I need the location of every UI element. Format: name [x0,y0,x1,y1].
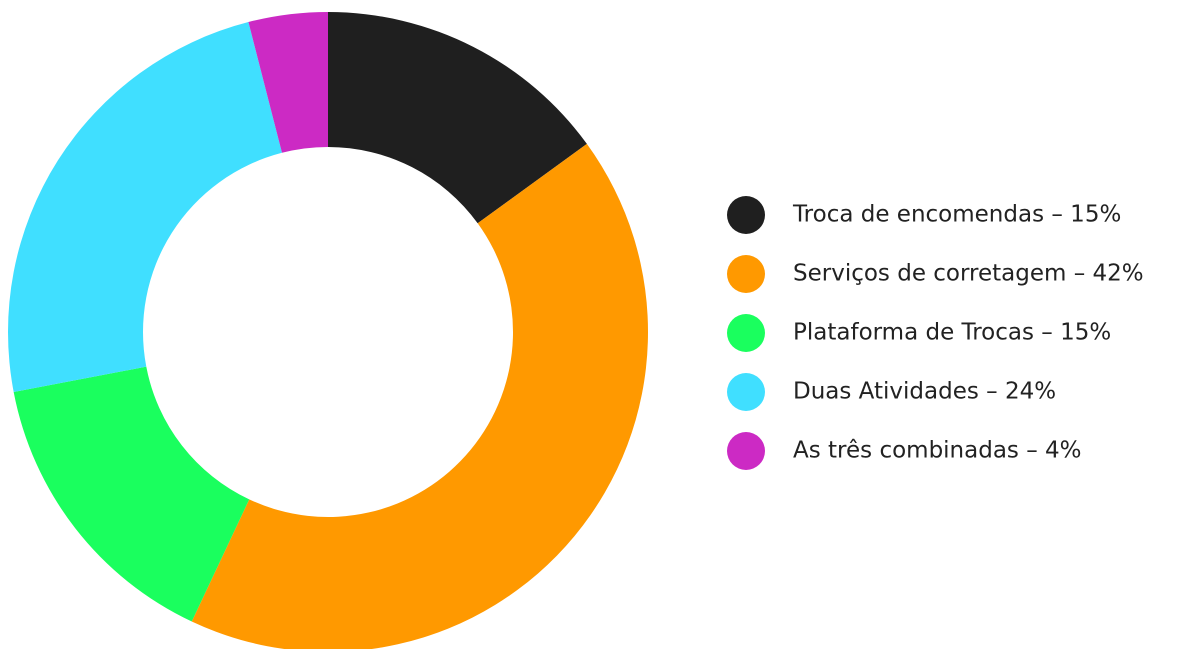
slice [248,12,328,153]
legend-label: Duas Atividades – 24% [793,379,1056,405]
slice [328,12,587,224]
legend-swatch [727,255,765,293]
legend-label: As três combinadas – 4% [793,438,1082,464]
legend-label: Troca de encomendas – 15% [792,202,1121,228]
slice [191,143,648,649]
legend-swatch [727,314,765,352]
slice [7,22,282,392]
legend-label: Serviços de corretagem – 42% [793,261,1144,287]
legend-swatch [727,196,765,234]
slice [13,366,250,622]
legend-swatch [727,373,765,411]
legend-label: Plataforma de Trocas – 15% [793,320,1111,346]
legend-swatch [727,432,765,470]
